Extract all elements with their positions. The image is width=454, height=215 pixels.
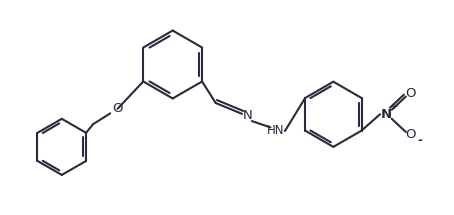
Text: HN: HN [267,124,285,137]
Text: -: - [418,134,423,147]
Text: O: O [405,88,415,100]
Text: N: N [242,109,252,122]
Text: N: N [381,108,392,121]
Text: O: O [405,128,415,141]
Text: O: O [112,102,123,115]
Text: +: + [390,102,398,111]
